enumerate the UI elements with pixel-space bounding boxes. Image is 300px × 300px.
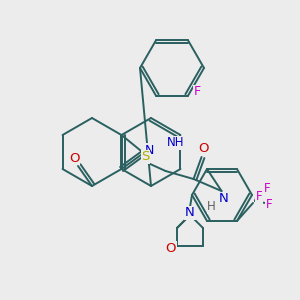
Text: F: F <box>256 190 262 203</box>
Text: F: F <box>194 85 201 98</box>
Text: S: S <box>141 151 150 164</box>
Text: F: F <box>264 182 270 196</box>
Text: N: N <box>219 193 228 206</box>
Text: H: H <box>207 200 216 214</box>
Text: N: N <box>145 143 154 157</box>
Text: NH: NH <box>167 136 184 149</box>
Text: O: O <box>166 242 176 255</box>
Text: F: F <box>266 199 272 212</box>
Text: O: O <box>69 152 79 164</box>
Text: O: O <box>198 142 209 155</box>
Text: N: N <box>185 206 195 220</box>
